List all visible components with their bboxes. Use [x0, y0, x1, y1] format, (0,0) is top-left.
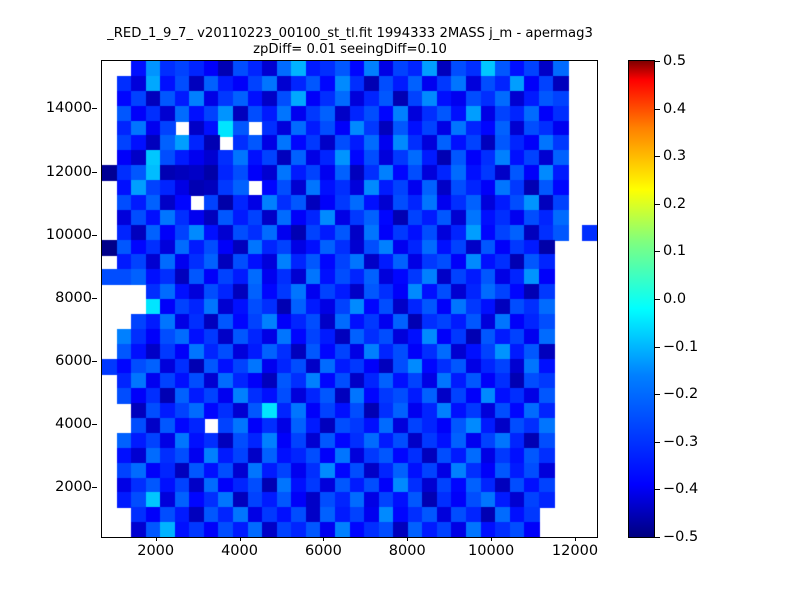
- x-tick-label: 10000: [468, 543, 515, 559]
- x-axis-tick-labels: 2000 4000 6000 8000 10000 12000: [101, 540, 598, 570]
- y-tick-mark: [92, 108, 97, 110]
- x-tick-label: 4000: [221, 543, 258, 559]
- y-tick-mark: [92, 361, 97, 363]
- y-tick-mark: [92, 234, 97, 236]
- y-tick-mark: [92, 487, 97, 489]
- x-axis-tick-marks: [101, 537, 598, 543]
- colorbar-gradient: [628, 60, 655, 538]
- colorbar-tick-label: 0.4: [663, 100, 687, 117]
- colorbar-tick-label: 0.0: [663, 291, 687, 307]
- y-tick-label: 14000: [45, 100, 92, 117]
- heatmap-image: [102, 61, 597, 537]
- title-line-1: _RED_1_9_7_ v20110223_00100_st_tl.fit 19…: [107, 26, 593, 41]
- x-tick-label: 2000: [137, 543, 175, 559]
- y-tick-label: 4000: [55, 416, 92, 433]
- colorbar-tick-label: −0.2: [663, 386, 699, 403]
- x-tick-mark: [239, 537, 241, 541]
- x-tick-mark: [574, 537, 576, 541]
- colorbar-tick-label: −0.1: [663, 338, 699, 355]
- colorbar-tick-mark: [655, 61, 660, 62]
- x-tick-mark: [407, 537, 409, 541]
- colorbar-tick-mark: [655, 108, 660, 110]
- y-tick-label: 2000: [55, 479, 92, 496]
- colorbar-tick-label: 0.5: [663, 53, 687, 69]
- colorbar-tick-mark: [655, 537, 660, 538]
- y-tick-label: 8000: [55, 289, 92, 306]
- y-tick-mark: [92, 424, 97, 426]
- colorbar-tick-mark: [655, 156, 660, 158]
- x-tick-label: 6000: [304, 543, 342, 559]
- y-tick-label: 12000: [45, 163, 92, 180]
- colorbar: −0.5 −0.4 −0.3 −0.2 −0.1 0.0 0.1 0.2 0.3 0.4 0.5: [628, 53, 698, 545]
- y-tick-mark: [92, 297, 97, 299]
- colorbar-tick-label: 0.3: [663, 148, 687, 165]
- colorbar-tick-label: 0.1: [663, 243, 687, 260]
- colorbar-tick-mark: [655, 489, 660, 491]
- colorbar-tick-mark: [655, 441, 660, 443]
- x-tick-mark: [491, 537, 493, 541]
- chart-title: _RED_1_9_7_ v20110223_00100_st_tl.fit 19…: [0, 26, 700, 57]
- colorbar-tick-label: −0.5: [663, 529, 699, 545]
- y-tick-label: 6000: [55, 353, 92, 370]
- x-tick-mark: [323, 537, 325, 541]
- x-tick-label: 8000: [388, 543, 426, 559]
- colorbar-tick-mark: [655, 394, 660, 396]
- title-line-2: zpDiff= 0.01 seeingDiff=0.10: [253, 41, 447, 57]
- plot-axes: [101, 60, 598, 538]
- y-tick-label: 10000: [45, 226, 92, 243]
- x-tick-mark: [155, 537, 157, 541]
- y-axis-tick-labels: 2000 4000 6000 8000 10000 12000 14000: [0, 60, 97, 538]
- x-tick-label: 12000: [551, 543, 599, 559]
- y-tick-mark: [92, 171, 97, 173]
- colorbar-tick-label: 0.2: [663, 195, 687, 212]
- colorbar-tick-label: −0.3: [663, 433, 699, 450]
- colorbar-tick-mark: [655, 251, 660, 253]
- colorbar-tick-mark: [655, 346, 660, 348]
- colorbar-tick-mark: [655, 203, 660, 205]
- colorbar-tick-label: −0.4: [663, 481, 699, 498]
- colorbar-tick-labels: −0.5 −0.4 −0.3 −0.2 −0.1 0.0 0.1 0.2 0.3 0.4 0.5: [655, 53, 715, 545]
- colorbar-tick-mark: [655, 299, 660, 300]
